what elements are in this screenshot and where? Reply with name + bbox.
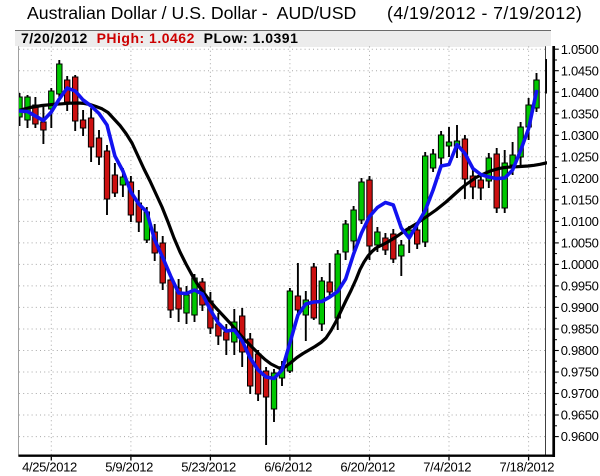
svg-text:0.9850: 0.9850 — [561, 322, 599, 337]
svg-text:1.0300: 1.0300 — [561, 128, 599, 143]
svg-text:0.9650: 0.9650 — [561, 408, 599, 423]
svg-text:0.9950: 0.9950 — [561, 279, 599, 294]
svg-text:5/23/2012: 5/23/2012 — [181, 460, 236, 475]
svg-text:6/20/2012: 6/20/2012 — [340, 460, 395, 475]
svg-text:1.0350: 1.0350 — [561, 106, 599, 121]
svg-text:1.0150: 1.0150 — [561, 192, 599, 207]
svg-text:1.0200: 1.0200 — [561, 171, 599, 186]
svg-text:1.0450: 1.0450 — [561, 63, 599, 78]
svg-text:1.0050: 1.0050 — [561, 236, 599, 251]
svg-text:7/18/2012: 7/18/2012 — [499, 460, 554, 475]
svg-text:1.0000: 1.0000 — [561, 257, 599, 272]
svg-text:1.0100: 1.0100 — [561, 214, 599, 229]
svg-text:1.0500: 1.0500 — [561, 42, 599, 57]
svg-text:4/25/2012: 4/25/2012 — [22, 460, 77, 475]
svg-text:5/9/2012: 5/9/2012 — [105, 460, 153, 475]
svg-text:0.9600: 0.9600 — [561, 429, 599, 444]
svg-text:0.9750: 0.9750 — [561, 365, 599, 380]
svg-text:1.0250: 1.0250 — [561, 149, 599, 164]
svg-text:1.0400: 1.0400 — [561, 85, 599, 100]
svg-text:0.9700: 0.9700 — [561, 386, 599, 401]
svg-text:7/4/2012: 7/4/2012 — [423, 460, 471, 475]
svg-text:6/6/2012: 6/6/2012 — [264, 460, 312, 475]
svg-text:0.9900: 0.9900 — [561, 300, 599, 315]
svg-text:0.9800: 0.9800 — [561, 343, 599, 358]
